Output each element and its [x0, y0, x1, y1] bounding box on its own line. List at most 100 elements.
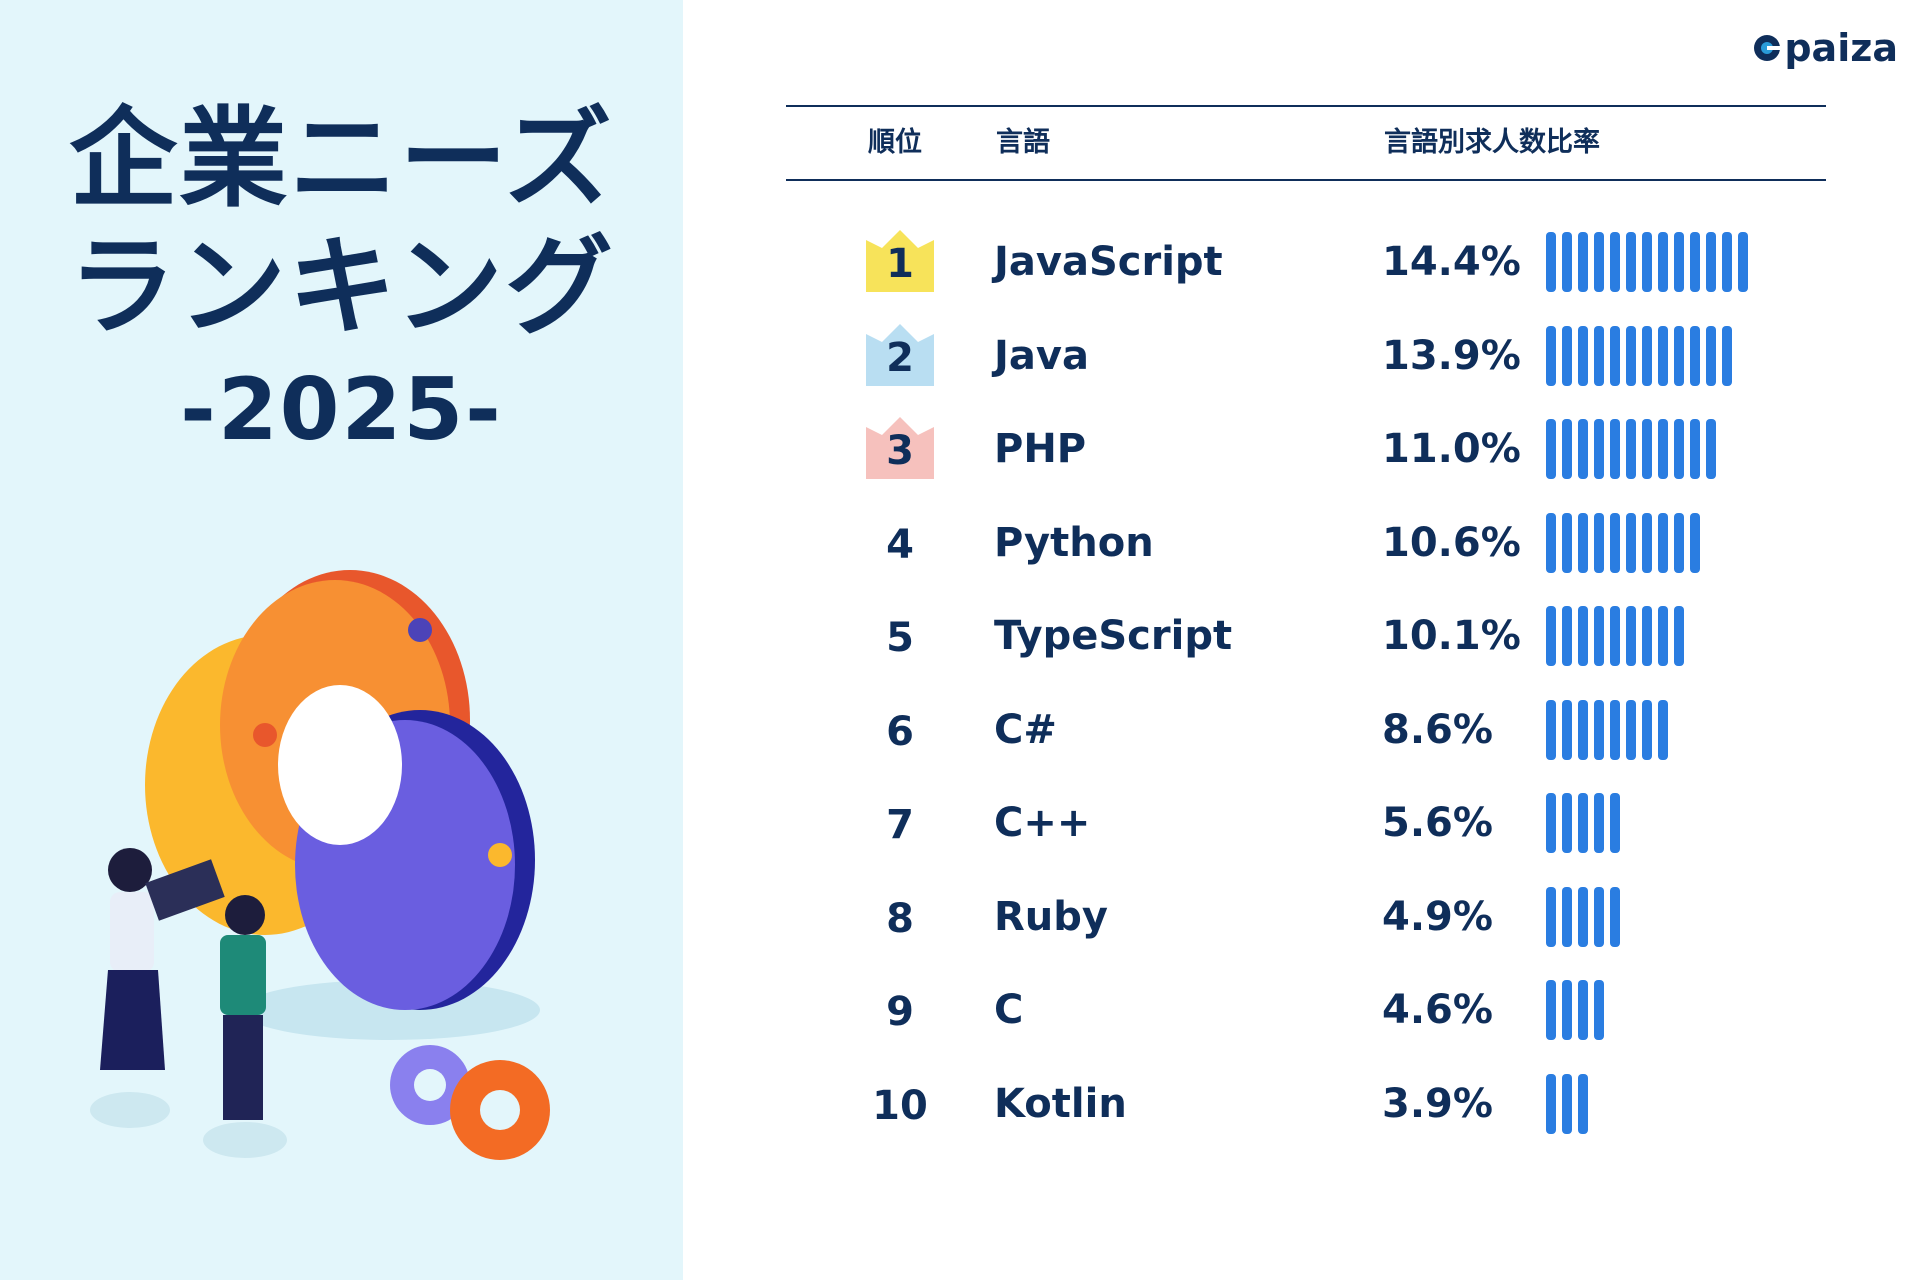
rank-cell: 1 [864, 230, 936, 292]
gold-crown-icon [866, 230, 934, 292]
ring-hole [278, 685, 402, 845]
language-name: C# [994, 706, 1057, 753]
bar-segment [1546, 793, 1556, 853]
bar-segment [1626, 232, 1636, 292]
bar-segment [1562, 419, 1572, 479]
bar-segment [1578, 1073, 1588, 1134]
silver-crown-icon [866, 323, 934, 386]
bar-segment [1546, 512, 1556, 573]
bar-segment [1594, 699, 1604, 760]
brand-name: paiza [1784, 26, 1898, 70]
laptop [145, 859, 225, 921]
bar-segment [1594, 232, 1604, 292]
rank-number: 3 [886, 428, 914, 474]
bar-segment [1674, 232, 1684, 292]
title-line-3: -2025- [180, 360, 503, 460]
bar-segment [1626, 699, 1636, 760]
language-name: C [994, 987, 1024, 1033]
bar-segment [1546, 980, 1556, 1040]
bolt [253, 723, 277, 747]
ratio-label: 4.9% [1382, 893, 1493, 940]
rank-number: 10 [872, 1082, 928, 1129]
person-legs [223, 1015, 263, 1120]
bar-segment [1610, 699, 1620, 760]
bar-segment [1626, 325, 1636, 386]
rank-cell: 2 [864, 323, 936, 386]
bar-segment [1610, 232, 1620, 292]
language-name: Kotlin [994, 1080, 1127, 1127]
bar-segment [1578, 232, 1588, 292]
bar-segment [1626, 419, 1636, 479]
ranking-row: 7 C++ 5.6% [786, 783, 1826, 863]
left-panel: 企業ニーズ ランキング -2025- [0, 0, 683, 1280]
ratio-label: 13.9% [1382, 332, 1521, 379]
rank-cell: 10 [864, 1076, 936, 1132]
bar-segment [1658, 232, 1668, 292]
bronze-crown-icon [866, 417, 934, 479]
person-body [110, 892, 154, 972]
ranking-row: 2 Java 13.9% [786, 316, 1826, 396]
title-line-2: ランキング [68, 225, 615, 350]
bar-segment [1562, 512, 1572, 573]
bolt [488, 843, 512, 867]
ratio-label: 5.6% [1382, 800, 1493, 846]
header-rule-top [786, 105, 1826, 107]
bar-segment [1594, 606, 1604, 666]
bar-segment [1642, 325, 1652, 386]
ranking-row: 6 C# 8.6% [786, 690, 1826, 770]
rank-number: 6 [886, 708, 914, 755]
bar-segment [1578, 980, 1588, 1040]
ranking-row: 3 PHP 11.0% [786, 409, 1826, 489]
brand-logo: paiza [1752, 26, 1898, 70]
bar-segment [1546, 325, 1556, 386]
language-name: Ruby [994, 893, 1108, 940]
bar-segment [1578, 512, 1588, 573]
ratio-label: 8.6% [1382, 706, 1493, 753]
rank-number: 9 [886, 989, 914, 1035]
rank-number: 5 [886, 615, 914, 661]
bar-segment [1546, 886, 1556, 947]
language-name: C++ [994, 800, 1091, 846]
rank-number: 1 [886, 241, 914, 287]
ranking-illustration [90, 570, 550, 1160]
paiza-logo-icon [1754, 35, 1781, 61]
language-name: JavaScript [994, 239, 1223, 285]
bar-segment [1546, 699, 1556, 760]
bar-segment [1626, 606, 1636, 666]
language-name: TypeScript [994, 613, 1233, 659]
bar-segment [1658, 325, 1668, 386]
bar-segment [1578, 793, 1588, 853]
bar-segment [1642, 512, 1652, 573]
ranking-row: 5 TypeScript 10.1% [786, 596, 1826, 676]
bar-segment [1562, 699, 1572, 760]
bar-segment [1690, 419, 1700, 479]
bar-segment [1610, 793, 1620, 853]
bar-segment [1658, 512, 1668, 573]
bar-segment [1594, 512, 1604, 573]
header-rule-bottom [786, 179, 1826, 181]
bar-segment [1562, 606, 1572, 666]
ranking-row: 9 C 4.6% [786, 970, 1826, 1050]
bar-segment [1594, 419, 1604, 479]
bar-segment [1610, 419, 1620, 479]
rank-cell: 7 [864, 795, 936, 851]
person-body [220, 935, 266, 1015]
bar-segment [1674, 512, 1684, 573]
bar-segment [1546, 419, 1556, 479]
header-rank: 順位 [868, 127, 922, 158]
language-name: Java [994, 332, 1089, 379]
bar-segment [1674, 325, 1684, 386]
bar-segment [1546, 1073, 1556, 1134]
rank-number: 4 [886, 521, 914, 568]
bar-segment [1722, 325, 1732, 386]
bar-segment [1578, 886, 1588, 947]
bar-segment [1642, 699, 1652, 760]
ratio-label: 10.1% [1382, 613, 1521, 659]
person-skirt [100, 970, 165, 1070]
bar-segment [1610, 886, 1620, 947]
person-head [225, 895, 265, 935]
bar-segment [1594, 793, 1604, 853]
bar-segment [1690, 232, 1700, 292]
bar-segment [1642, 232, 1652, 292]
bar-segment [1562, 793, 1572, 853]
